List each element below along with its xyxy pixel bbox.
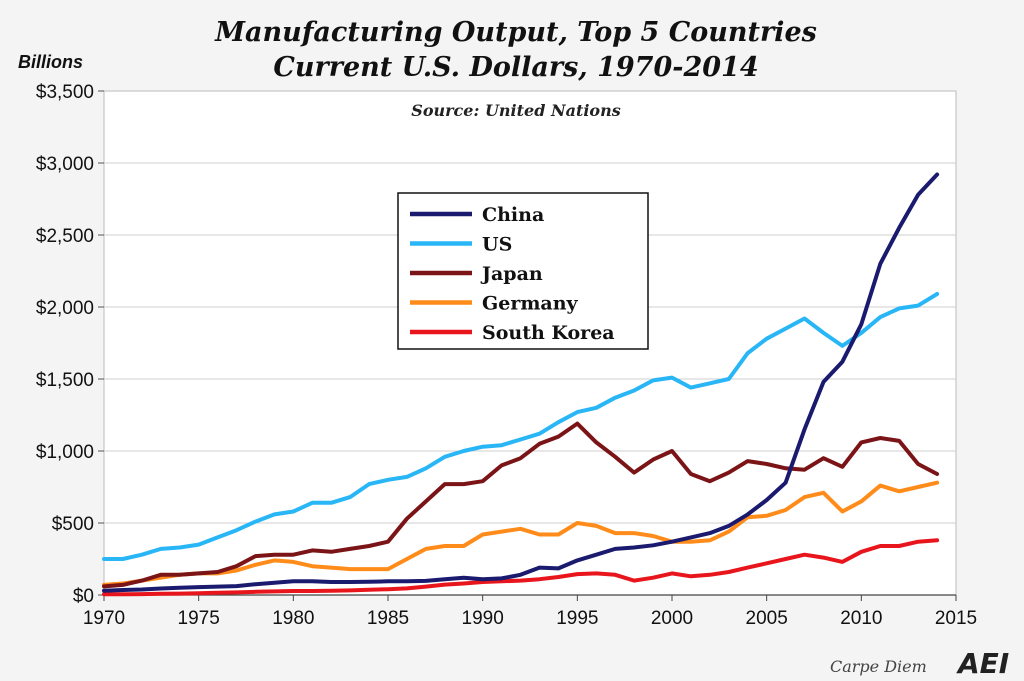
series-line-south-korea <box>102 538 940 597</box>
y-tick-label: $3,000 <box>36 154 94 175</box>
legend-label: China <box>482 204 544 226</box>
y-tick-label: $3,500 <box>36 82 94 103</box>
y-tick-label: $1,500 <box>36 370 94 391</box>
x-tick-label: 1985 <box>367 608 409 629</box>
series-line-germany <box>102 480 940 587</box>
y-tick-label: $2,500 <box>36 226 94 247</box>
x-tick-label: 1975 <box>178 608 220 629</box>
x-tick-label: 2015 <box>935 608 977 629</box>
x-tick-label: 1970 <box>83 608 125 629</box>
chart-source: Source: United Nations <box>411 101 620 120</box>
chart-subtitle: Current U.S. Dollars, 1970-2014 <box>273 52 758 83</box>
x-tick-label: 1995 <box>556 608 598 629</box>
series-lines <box>102 172 940 597</box>
series-line-us <box>102 292 940 561</box>
legend: China US Japan Germany South Korea <box>397 192 649 350</box>
series-line-china <box>102 172 940 593</box>
y-axis: $0 $500 $1,000 $1,500 $2,000 $2,500 $3,000 $3,5… <box>36 82 104 607</box>
x-tick-label: 1980 <box>272 608 314 629</box>
x-tick-label: 2010 <box>840 608 882 629</box>
aei-logo: AEI <box>956 647 1009 680</box>
chart-title: Manufacturing Output, Top 5 Countries <box>214 17 817 48</box>
x-tick-label: 1990 <box>462 608 504 629</box>
legend-label: Japan <box>480 263 543 285</box>
y-units-label: Billions <box>18 52 83 72</box>
x-axis: 1970 1975 1980 1985 1990 1995 2000 2005 2010 2015 <box>83 594 977 629</box>
x-tick-label: 2005 <box>746 608 788 629</box>
legend-label: Germany <box>482 293 579 315</box>
y-tick-label: $500 <box>52 514 94 535</box>
x-tick-label: 2000 <box>651 608 693 629</box>
footer-brand: Carpe Diem <box>830 657 927 676</box>
y-tick-label: $0 <box>73 586 94 607</box>
series-line-japan <box>102 421 940 589</box>
legend-label: South Korea <box>482 322 615 344</box>
y-tick-label: $1,000 <box>36 442 94 463</box>
y-tick-label: $2,000 <box>36 298 94 319</box>
legend-label: US <box>482 234 512 256</box>
